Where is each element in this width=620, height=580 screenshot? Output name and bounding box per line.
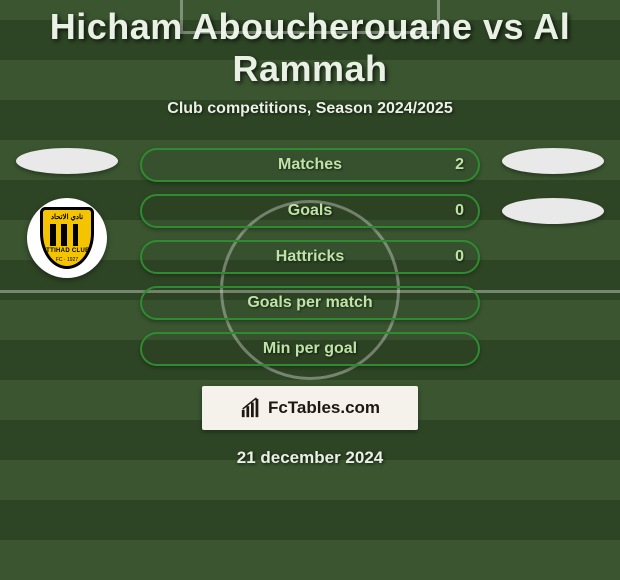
stat-row-goals: Goals 0	[140, 194, 480, 228]
stat-value-right: 2	[455, 156, 464, 174]
comparison-panel: نادي الاتحاد ITTIHAD CLUB FC · 1927 Matc…	[0, 148, 620, 366]
subtitle: Club competitions, Season 2024/2025	[0, 100, 620, 118]
stat-value-right: 0	[455, 202, 464, 220]
stat-row-min-per-goal: Min per goal	[140, 332, 480, 366]
club-badge-left: نادي الاتحاد ITTIHAD CLUB FC · 1927	[27, 198, 107, 278]
stat-label: Min per goal	[263, 340, 357, 358]
stat-label: Matches	[278, 156, 342, 174]
stat-row-goals-per-match: Goals per match	[140, 286, 480, 320]
stat-row-matches: Matches 2	[140, 148, 480, 182]
brand-label: FcTables.com	[268, 398, 380, 418]
stat-value-right: 0	[455, 248, 464, 266]
brand-watermark: FcTables.com	[202, 386, 418, 430]
player-avatar-right	[502, 148, 604, 174]
stat-bars: Matches 2 Goals 0 Hattricks 0 Goals per …	[140, 148, 480, 366]
right-player-column	[498, 148, 608, 366]
page-title: Hicham Aboucherouane vs Al Rammah	[0, 0, 620, 90]
shield-icon: نادي الاتحاد ITTIHAD CLUB FC · 1927	[40, 207, 94, 269]
snapshot-date: 21 december 2024	[0, 448, 620, 468]
stat-label: Goals	[288, 202, 332, 220]
stat-label: Hattricks	[276, 248, 344, 266]
player-avatar-left	[16, 148, 118, 174]
bars-icon	[240, 397, 262, 419]
club-badge-right	[502, 198, 604, 224]
stat-label: Goals per match	[247, 294, 372, 312]
left-player-column: نادي الاتحاد ITTIHAD CLUB FC · 1927	[12, 148, 122, 366]
stat-row-hattricks: Hattricks 0	[140, 240, 480, 274]
